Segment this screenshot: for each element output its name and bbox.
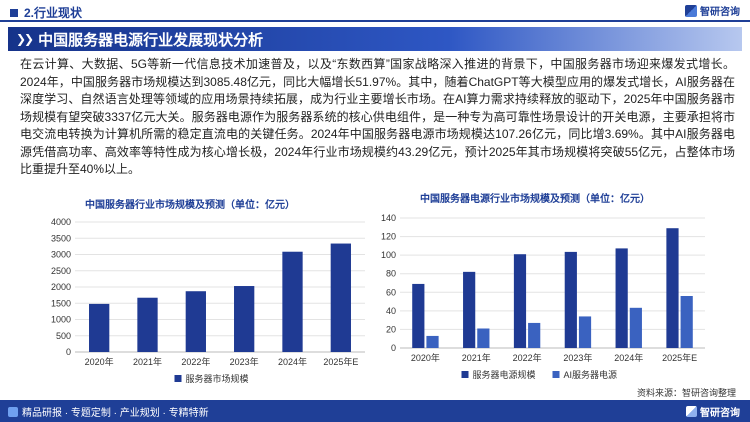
footer-left: 精品研报 · 专题定制 · 产业规划 · 专精特新 [8,404,209,419]
y-tick-label: 20 [386,324,396,334]
y-tick-label: 500 [56,331,71,341]
x-tick-label: 2021年 [133,356,162,367]
bar [513,254,527,348]
x-tick-label: 2022年 [181,356,210,367]
bar [185,291,206,352]
y-tick-label: 4000 [51,217,71,227]
section-label: 2.行业现状 [10,4,82,21]
footer-brand-text: 智研咨询 [700,408,740,419]
brand-logo[interactable]: 智研咨询 [685,3,740,18]
y-tick-label: 3000 [51,250,71,260]
bar [528,322,541,348]
square-icon [10,8,18,17]
top-bar [0,0,750,22]
bar [578,316,592,348]
y-tick-label: 3500 [51,233,71,243]
y-tick-label: 140 [381,213,396,223]
y-tick-label: 0 [66,347,71,357]
zhiyan-logo-icon [686,406,697,417]
x-tick-label: 2023年 [563,352,592,363]
x-tick-label: 2020年 [411,352,440,363]
double-chevron-icon: ❯❯ [16,32,34,46]
title-bar: ❯❯ 中国服务器电源行业发展现状分析 [8,27,742,51]
page-title: 中国服务器电源行业发展现状分析 [38,31,264,49]
bar [282,251,303,352]
y-tick-label: 1000 [51,315,71,325]
footer-slogan: 精品研报 · 专题定制 · 产业规划 · 专精特新 [22,408,209,419]
chart-server-market: 0 500 1000 1500 2000 2500 3000 3500 4000 2020年 202… [51,217,365,384]
section-text: 2.行业现状 [24,6,83,20]
zhiyan-logo-icon [685,4,697,17]
bar [426,335,439,348]
legend-label: 服务器电源规模 [473,369,536,380]
y-tick-label: 2500 [51,266,71,276]
x-tick-label: 2020年 [85,356,114,367]
x-tick-label: 2024年 [614,352,643,363]
chart2-title: 中国服务器电源行业市场规模及预测（单位：亿元） [420,194,650,205]
top-divider [0,20,750,22]
bar [234,286,255,352]
logo-text: 智研咨询 [700,7,740,18]
y-tick-label: 100 [381,250,396,260]
legend-swatch [552,371,560,378]
bar [137,297,158,352]
y-tick-label: 2000 [51,282,71,292]
y-tick-label: 1500 [51,298,71,308]
bar [330,243,351,352]
bar [680,296,693,348]
x-tick-label: 2025年E [323,356,358,367]
x-tick-label: 2024年 [278,356,307,367]
bar [477,328,490,348]
chart-server-power-market: 0 20 40 60 80 100 120 140 2020年 2021年 2022年 2023年 20… [381,213,705,380]
bar [666,228,679,348]
x-tick-label: 2022年 [513,352,542,363]
legend-swatch [174,375,182,382]
y-tick-label: 80 [386,269,396,279]
document-icon [8,406,18,417]
bar [564,251,577,348]
footer-brand[interactable]: 智研咨询 [686,404,740,419]
bar [615,248,628,348]
x-tick-label: 2023年 [230,356,259,367]
legend-label: 服务器市场规模 [186,373,249,384]
bar [412,283,425,348]
body-paragraph: 在云计算、大数据、5G等新一代信息技术加速普及，以及“东数西算”国家战略深入推进… [20,57,735,176]
y-tick-label: 60 [386,287,396,297]
x-tick-label: 2025年E [662,352,697,363]
y-tick-label: 40 [386,306,396,316]
legend-label: AI服务器电源 [564,369,618,380]
bar [89,303,110,352]
x-tick-label: 2021年 [462,352,491,363]
footer-bar [0,400,750,422]
y-tick-label: 0 [391,343,396,353]
source-note: 资料来源：智研咨询整理 [636,388,736,398]
bar [629,307,642,348]
y-tick-label: 120 [381,232,396,242]
legend-swatch [461,371,469,378]
bar [463,271,476,348]
chart1-title: 中国服务器行业市场规模及预测（单位：亿元） [85,200,295,211]
